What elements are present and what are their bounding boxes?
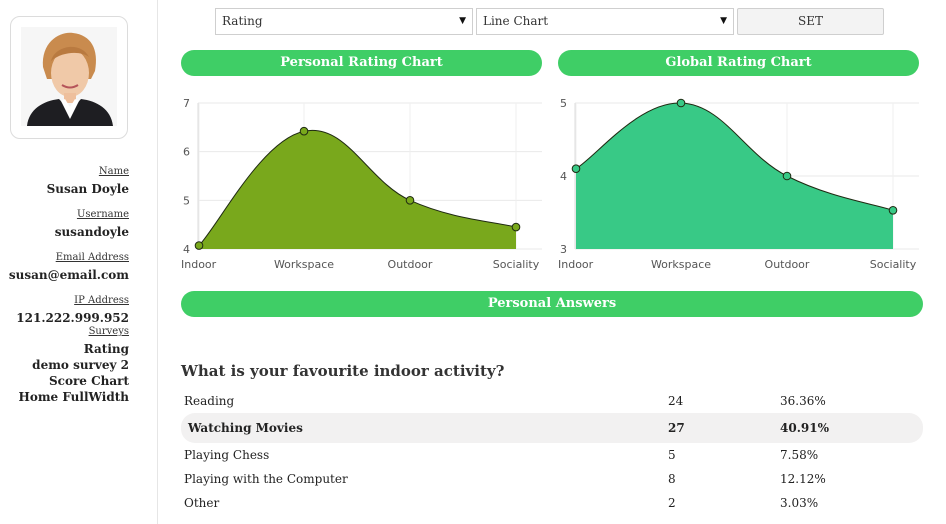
survey-link-demo-survey-2[interactable]: demo survey 2	[32, 358, 129, 372]
answer-percent: 36.36%	[780, 394, 826, 408]
table-row: Reading 24 36.36%	[181, 389, 923, 413]
y-tick-label: 4	[183, 243, 190, 256]
x-tick-label: Workspace	[651, 258, 711, 271]
x-tick-label: Sociality	[493, 258, 540, 271]
chart-type-select-value: Line Chart	[483, 14, 549, 28]
x-tick-label: Outdoor	[765, 258, 810, 271]
personal-chart-header: Personal Rating Chart	[181, 50, 542, 76]
profile-sidebar: Name Susan Doyle Username susandoyle Ema…	[0, 0, 158, 524]
set-button[interactable]: SET	[737, 8, 884, 35]
answer-percent: 7.58%	[780, 448, 819, 462]
global-chart-header: Global Rating Chart	[558, 50, 919, 76]
series-line	[198, 129, 517, 246]
table-row: Playing with the Computer 8 12.12%	[181, 467, 923, 491]
email-label: Email Address	[55, 252, 129, 263]
personal-answers-header: Personal Answers	[181, 291, 923, 317]
ip-value: 121.222.999.952	[16, 311, 129, 325]
answer-count: 27	[668, 421, 685, 435]
data-point[interactable]	[405, 196, 415, 205]
surveys-list: Surveys Rating demo survey 2 Score Chart…	[0, 326, 129, 405]
y-tick-label: 5	[560, 97, 567, 110]
chart-type-select[interactable]: Line Chart ▼	[476, 8, 734, 35]
email-value: susan@email.com	[8, 268, 129, 282]
name-value: Susan Doyle	[46, 182, 129, 196]
answer-label: Reading	[184, 394, 235, 408]
answer-label: Watching Movies	[188, 421, 303, 435]
y-tick-label: 7	[183, 97, 190, 110]
chevron-down-icon: ▼	[720, 16, 727, 26]
answers-table: Reading 24 36.36% Watching Movies 27 40.…	[181, 389, 923, 515]
table-row-selected: Watching Movies 27 40.91%	[181, 413, 923, 443]
survey-select-value: Rating	[222, 14, 263, 28]
x-tick-label: Outdoor	[388, 258, 433, 271]
table-row: Playing Chess 5 7.58%	[181, 443, 923, 467]
answer-count: 8	[668, 472, 676, 486]
y-tick-label: 5	[183, 194, 190, 207]
data-point[interactable]	[511, 222, 521, 232]
y-tick-label: 3	[560, 243, 567, 256]
username-label: Username	[76, 209, 129, 220]
ip-label: IP Address	[74, 295, 129, 306]
series-line	[575, 102, 894, 211]
y-tick-label: 4	[560, 170, 567, 183]
survey-link-rating[interactable]: Rating	[83, 342, 129, 356]
survey-link-score-chart[interactable]: Score Chart	[48, 374, 129, 388]
x-tick-label: Workspace	[274, 258, 334, 271]
personal-rating-chart: 4 5 6 7 Indoor Workspace Outdoor Sociality	[181, 97, 542, 271]
avatar-frame	[10, 16, 128, 139]
answer-percent: 40.91%	[780, 421, 829, 435]
global-rating-chart: 3 4 5 Indoor Workspace Outdoor Sociality	[558, 97, 919, 271]
data-point[interactable]	[782, 171, 792, 181]
data-point[interactable]	[194, 241, 204, 250]
data-point[interactable]	[676, 98, 686, 108]
survey-select[interactable]: Rating ▼	[215, 8, 473, 35]
answer-count: 2	[668, 496, 676, 510]
data-point[interactable]	[299, 126, 309, 136]
answer-label: Other	[184, 496, 220, 510]
y-tick-label: 6	[183, 146, 190, 159]
data-point[interactable]	[888, 206, 898, 215]
answer-count: 5	[668, 448, 676, 462]
series-area	[199, 130, 516, 249]
x-tick-label: Indoor	[181, 258, 217, 271]
answer-count: 24	[668, 394, 684, 408]
answer-percent: 12.12%	[780, 472, 826, 486]
answer-percent: 3.03%	[780, 496, 819, 510]
table-row: Other 2 3.03%	[181, 491, 923, 515]
chevron-down-icon: ▼	[459, 16, 466, 26]
surveys-label: Surveys	[88, 326, 129, 337]
answer-label: Playing Chess	[184, 448, 270, 462]
answer-label: Playing with the Computer	[184, 472, 348, 486]
profile-details: Name Susan Doyle Username susandoyle Ema…	[0, 166, 129, 405]
survey-link-home-fullwidth[interactable]: Home FullWidth	[18, 390, 129, 404]
series-area	[576, 102, 893, 249]
username-value: susandoyle	[54, 225, 129, 239]
avatar	[21, 27, 117, 126]
data-point[interactable]	[571, 164, 581, 173]
x-tick-label: Indoor	[558, 258, 594, 271]
name-label: Name	[98, 166, 129, 177]
x-tick-label: Sociality	[870, 258, 917, 271]
question-title: What is your favourite indoor activity?	[181, 362, 505, 380]
